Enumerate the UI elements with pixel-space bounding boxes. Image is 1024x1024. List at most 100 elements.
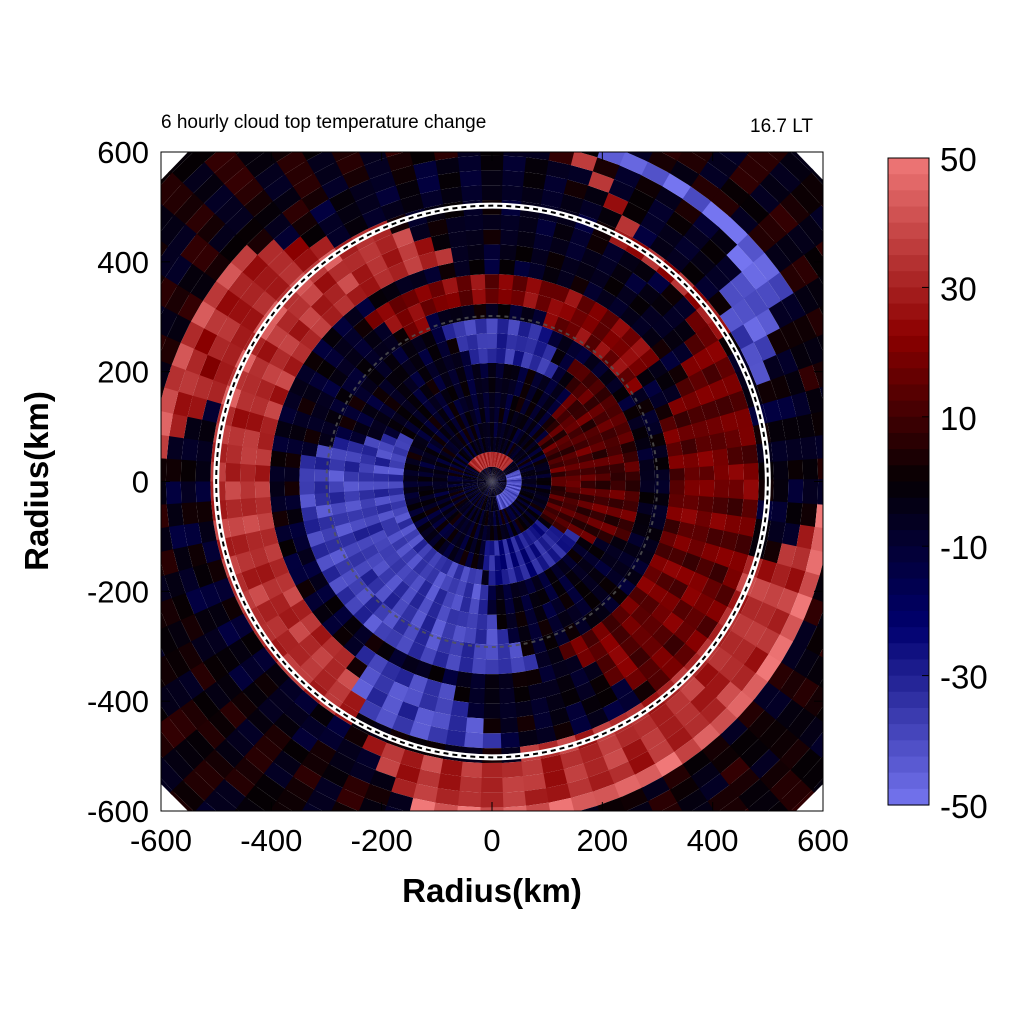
heatmap-cell <box>590 64 625 87</box>
heatmap-cell <box>166 620 192 651</box>
heatmap-cell <box>438 426 453 441</box>
heatmap-cell <box>63 511 81 545</box>
heatmap-cell <box>161 277 178 310</box>
heatmap-cell <box>243 152 277 180</box>
heatmap-cell <box>736 152 770 184</box>
heatmap-cell <box>319 175 349 201</box>
heatmap-cell <box>434 555 449 572</box>
heatmap-cell <box>798 569 821 599</box>
heatmap-cell <box>336 788 367 811</box>
heatmap-cell <box>467 348 480 365</box>
heatmap-cell <box>524 787 551 806</box>
heatmap-cell <box>284 481 300 498</box>
heatmap-cell <box>485 318 498 334</box>
heatmap-cell <box>271 435 289 454</box>
heatmap-cell <box>582 333 602 353</box>
heatmap-cell <box>580 487 596 496</box>
heatmap-cell <box>366 552 385 570</box>
heatmap-cell <box>183 203 215 236</box>
colorbar-step <box>888 740 929 758</box>
heatmap-cell <box>708 226 738 255</box>
heatmap-cell <box>535 725 559 745</box>
heatmap-cell <box>225 444 243 466</box>
heatmap-cell <box>519 563 532 581</box>
chart-title: 6 hourly cloud top temperature change <box>161 112 487 133</box>
heatmap-cell <box>454 532 467 549</box>
heatmap-cell <box>463 485 479 492</box>
heatmap-cell <box>519 547 532 564</box>
heatmap-cell <box>172 391 193 419</box>
heatmap-cell <box>45 289 72 328</box>
heatmap-cell <box>840 581 863 613</box>
heatmap-cell <box>463 471 479 478</box>
heatmap-cell <box>560 687 583 708</box>
heatmap-cell <box>514 452 528 465</box>
heatmap-cell <box>580 529 598 545</box>
heatmap-cell <box>161 410 173 439</box>
colorbar-step <box>888 174 929 191</box>
heatmap-cell <box>478 475 492 482</box>
heatmap-cell <box>459 412 470 429</box>
heatmap-cell <box>490 437 494 452</box>
heatmap-cell <box>161 182 194 217</box>
heatmap-cell <box>430 817 459 835</box>
heatmap-cell <box>446 909 481 926</box>
heatmap-cell <box>492 481 503 493</box>
heatmap-cell <box>480 214 502 230</box>
colorbar-step <box>888 497 929 515</box>
heatmap-cell <box>537 433 552 447</box>
heatmap-cell <box>577 198 604 221</box>
heatmap-cell <box>274 524 293 545</box>
heatmap-cell <box>400 426 417 441</box>
heatmap-cell <box>389 165 417 187</box>
heatmap-cell <box>595 205 622 229</box>
heatmap-cell <box>448 485 463 492</box>
heatmap-cell <box>677 787 710 811</box>
heatmap-cell <box>330 502 348 517</box>
heatmap-cell <box>389 388 407 406</box>
heatmap-cell <box>463 473 478 479</box>
heatmap-cell <box>505 485 521 492</box>
heatmap-cell <box>381 913 418 935</box>
heatmap-cell <box>571 563 589 581</box>
colorbar-step <box>888 287 929 305</box>
colorbar-step <box>888 449 929 466</box>
heatmap-cell <box>504 553 515 570</box>
heatmap-cell <box>687 865 725 895</box>
heatmap-cell <box>777 152 812 183</box>
heatmap-cell <box>377 928 415 950</box>
heatmap-cell <box>400 604 419 624</box>
heatmap-cell <box>743 461 759 482</box>
colorbar-step <box>888 319 929 337</box>
heatmap-cell <box>577 557 595 575</box>
heatmap-cell <box>531 846 562 865</box>
heatmap-cell <box>291 881 329 909</box>
heatmap-cell <box>671 94 707 122</box>
heatmap-cell <box>610 337 631 358</box>
heatmap-cell <box>206 335 231 363</box>
heatmap-cell <box>468 598 481 615</box>
heatmap-cell <box>580 370 599 389</box>
heatmap-cell <box>745 152 780 173</box>
heatmap-cell <box>565 164 593 186</box>
heatmap-cell <box>537 516 553 530</box>
heatmap-cell <box>814 431 823 459</box>
heatmap-cell <box>379 199 405 222</box>
heatmap-cell <box>653 185 683 212</box>
heatmap-cell <box>227 863 265 895</box>
heatmap-cell <box>501 152 528 158</box>
heatmap-cell <box>433 157 460 176</box>
heatmap-cell <box>524 419 538 435</box>
heatmap-cell <box>501 508 509 524</box>
heatmap-cell <box>214 779 248 811</box>
heatmap-cell <box>397 517 414 531</box>
heatmap-cell <box>497 288 513 305</box>
heatmap-cell <box>202 540 222 566</box>
heatmap-cell <box>343 541 362 560</box>
heatmap-cell <box>166 503 184 530</box>
heatmap-cell <box>274 420 293 440</box>
heatmap-cell <box>195 213 226 246</box>
heatmap-cell <box>391 777 419 799</box>
colorbar-step <box>888 465 929 483</box>
heatmap-cell <box>467 702 486 719</box>
